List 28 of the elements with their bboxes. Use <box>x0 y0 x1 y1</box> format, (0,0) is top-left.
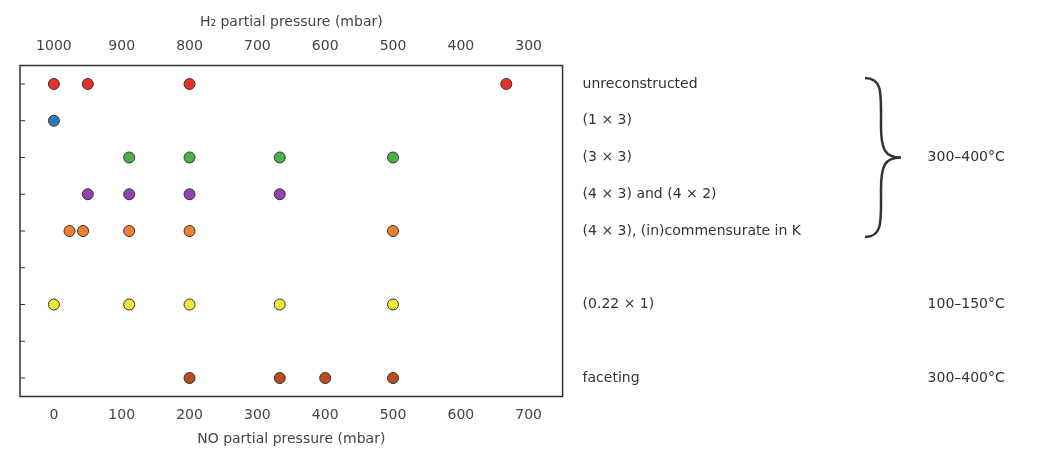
x2-axis-title: H₂ partial pressure (mbar) <box>199 13 383 30</box>
text: 100–150°C <box>927 295 1006 312</box>
x-tick-label: 500 <box>379 406 407 423</box>
y-tick-label: (4 × 3) and (4 × 2) <box>582 184 717 201</box>
x2-tick-label: 800 <box>176 36 203 53</box>
y-tick-label: (0.22 × 1) <box>582 295 655 312</box>
x-tick-label: 300 <box>244 406 271 423</box>
x2-tick-label: 300 <box>515 36 543 53</box>
x2-tick-label: 500 <box>379 36 407 53</box>
x-tick-label: 0 <box>49 406 59 423</box>
x2-tick-label: 400 <box>447 36 475 53</box>
x-tick-label: 600 <box>447 406 475 423</box>
y-tick-label: unreconstructed <box>582 74 698 91</box>
y-tick-label: (4 × 3), (in)commensurate in K <box>582 221 802 238</box>
x-tick-label: 100 <box>108 406 136 423</box>
x-tick-label: 400 <box>311 406 339 423</box>
y-tick-label: (3 × 3) <box>582 148 632 165</box>
x2-tick-label: 900 <box>108 36 136 53</box>
x2-tick-label: 600 <box>311 36 339 53</box>
x2-tick-label: 700 <box>244 36 271 53</box>
y-tick-label: (1 × 3) <box>582 111 632 128</box>
x-axis-title: NO partial pressure (mbar) <box>197 430 386 447</box>
text: 300–400°C <box>927 368 1006 385</box>
y-tick-label: faceting <box>582 368 640 385</box>
x-tick-label: 200 <box>176 406 203 423</box>
x2-tick-label: 1000 <box>36 36 72 53</box>
text: 300–400°C <box>927 148 1006 165</box>
x-tick-label: 700 <box>515 406 543 423</box>
